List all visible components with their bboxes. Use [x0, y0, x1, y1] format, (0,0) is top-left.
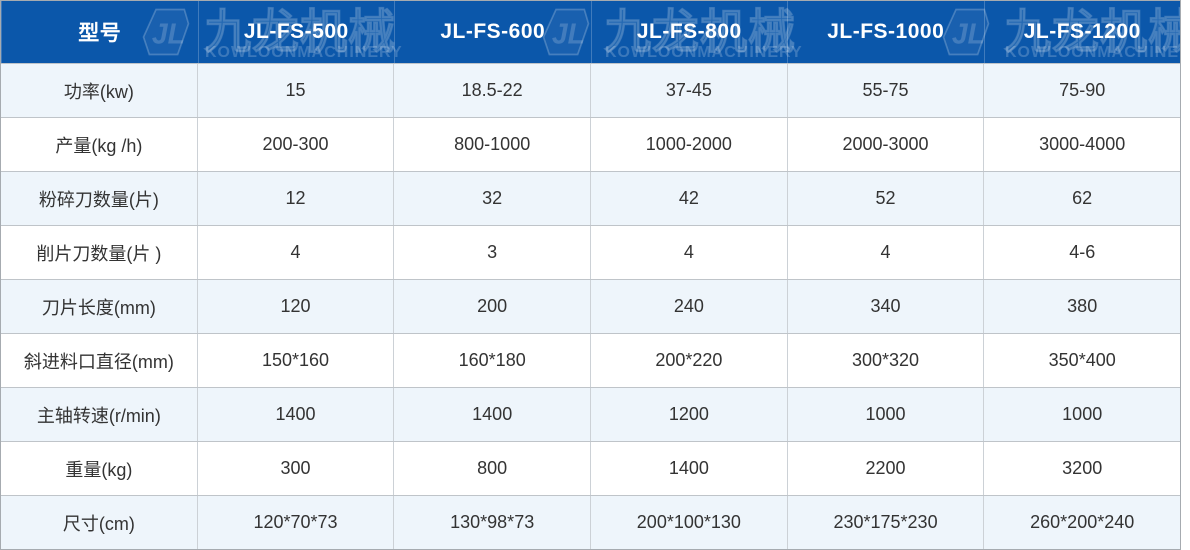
table-cell: 380	[983, 280, 1180, 333]
table-cell: 2000-3000	[786, 118, 984, 171]
column-header-jl-fs-1000: JL-FS-1000	[787, 1, 984, 63]
table-cell: 32	[393, 172, 590, 225]
table-row-blade-length: 刀片长度(mm) 120 200 240 340 380	[1, 279, 1180, 333]
row-label: 削片刀数量(片 )	[36, 243, 162, 264]
table-cell: 800-1000	[393, 118, 590, 171]
table-cell: 1000	[983, 388, 1180, 441]
table-cell: 240	[590, 280, 787, 333]
table-cell: 260*200*240	[983, 496, 1180, 549]
table-cell: 15	[196, 64, 394, 117]
table-cell: 3000-4000	[983, 118, 1180, 171]
table-cell: 18.5-22	[393, 64, 590, 117]
column-header-jl-fs-600: JL-FS-600	[394, 1, 591, 63]
table-cell: 200	[393, 280, 590, 333]
table-row-power: 功率(kw) 15 18.5-22 37-45 55-75 75-90	[1, 63, 1180, 117]
row-label: 刀片长度(mm)	[41, 297, 156, 318]
table-cell: 1000-2000	[590, 118, 787, 171]
column-header-jl-fs-1200: JL-FS-1200	[983, 1, 1181, 63]
table-cell: 3200	[983, 442, 1180, 495]
table-cell: 4-6	[983, 226, 1180, 279]
table-header-row: JL 九龙机械 KOWLOONMACHINERY JL 九龙机械 KOWLOON…	[1, 1, 1180, 63]
column-header-jl-fs-800: JL-FS-800	[590, 1, 788, 63]
table-cell: 340	[786, 280, 984, 333]
table-cell: 4	[196, 226, 394, 279]
table-row-spindle-speed: 主轴转速(r/min) 1400 1400 1200 1000 1000	[1, 387, 1180, 441]
row-label: 产量(kg /h)	[55, 135, 143, 156]
table-row-crushing-blades: 粉碎刀数量(片) 12 32 42 52 62	[1, 171, 1180, 225]
row-label: 斜进料口直径(mm)	[23, 351, 174, 372]
column-header-jl-fs-500: JL-FS-500	[197, 1, 395, 63]
table-cell: 120	[196, 280, 394, 333]
table-cell: 4	[590, 226, 787, 279]
table-cell: 62	[983, 172, 1180, 225]
table-row-inlet-diameter: 斜进料口直径(mm) 150*160 160*180 200*220 300*3…	[1, 333, 1180, 387]
table-cell: 300	[196, 442, 394, 495]
table-cell: 300*320	[786, 334, 984, 387]
table-row-weight: 重量(kg) 300 800 1400 2200 3200	[1, 441, 1180, 495]
row-label: 尺寸(cm)	[62, 513, 135, 534]
row-label: 功率(kw)	[63, 81, 134, 102]
table-cell: 3	[393, 226, 590, 279]
table-cell: 52	[786, 172, 984, 225]
table-cell: 200*220	[590, 334, 787, 387]
table-row-output: 产量(kg /h) 200-300 800-1000 1000-2000 200…	[1, 117, 1180, 171]
table-cell: 1400	[590, 442, 787, 495]
table-cell: 1200	[590, 388, 787, 441]
table-cell: 200-300	[196, 118, 394, 171]
table-cell: 150*160	[196, 334, 394, 387]
row-label: 粉碎刀数量(片)	[38, 189, 159, 210]
table-cell: 1400	[196, 388, 394, 441]
table-cell: 120*70*73	[196, 496, 394, 549]
table-cell: 37-45	[590, 64, 787, 117]
table-cell: 160*180	[393, 334, 590, 387]
table-cell: 55-75	[786, 64, 984, 117]
table-cell: 200*100*130	[590, 496, 787, 549]
table-cell: 1000	[786, 388, 984, 441]
table-cell: 800	[393, 442, 590, 495]
row-label: 主轴转速(r/min)	[36, 405, 161, 426]
table-cell: 2200	[786, 442, 984, 495]
table-row-dimensions: 尺寸(cm) 120*70*73 130*98*73 200*100*130 2…	[1, 495, 1180, 549]
table-cell: 1400	[393, 388, 590, 441]
table-cell: 230*175*230	[786, 496, 984, 549]
table-cell: 4	[786, 226, 984, 279]
table-cell: 350*400	[983, 334, 1180, 387]
table-cell: 12	[196, 172, 394, 225]
column-header-model: 型号	[1, 1, 198, 63]
table-cell: 75-90	[983, 64, 1180, 117]
row-label: 重量(kg)	[65, 459, 133, 480]
table-cell: 130*98*73	[393, 496, 590, 549]
table-row-chipping-blades: 削片刀数量(片 ) 4 3 4 4 4-6	[1, 225, 1180, 279]
table-cell: 42	[590, 172, 787, 225]
